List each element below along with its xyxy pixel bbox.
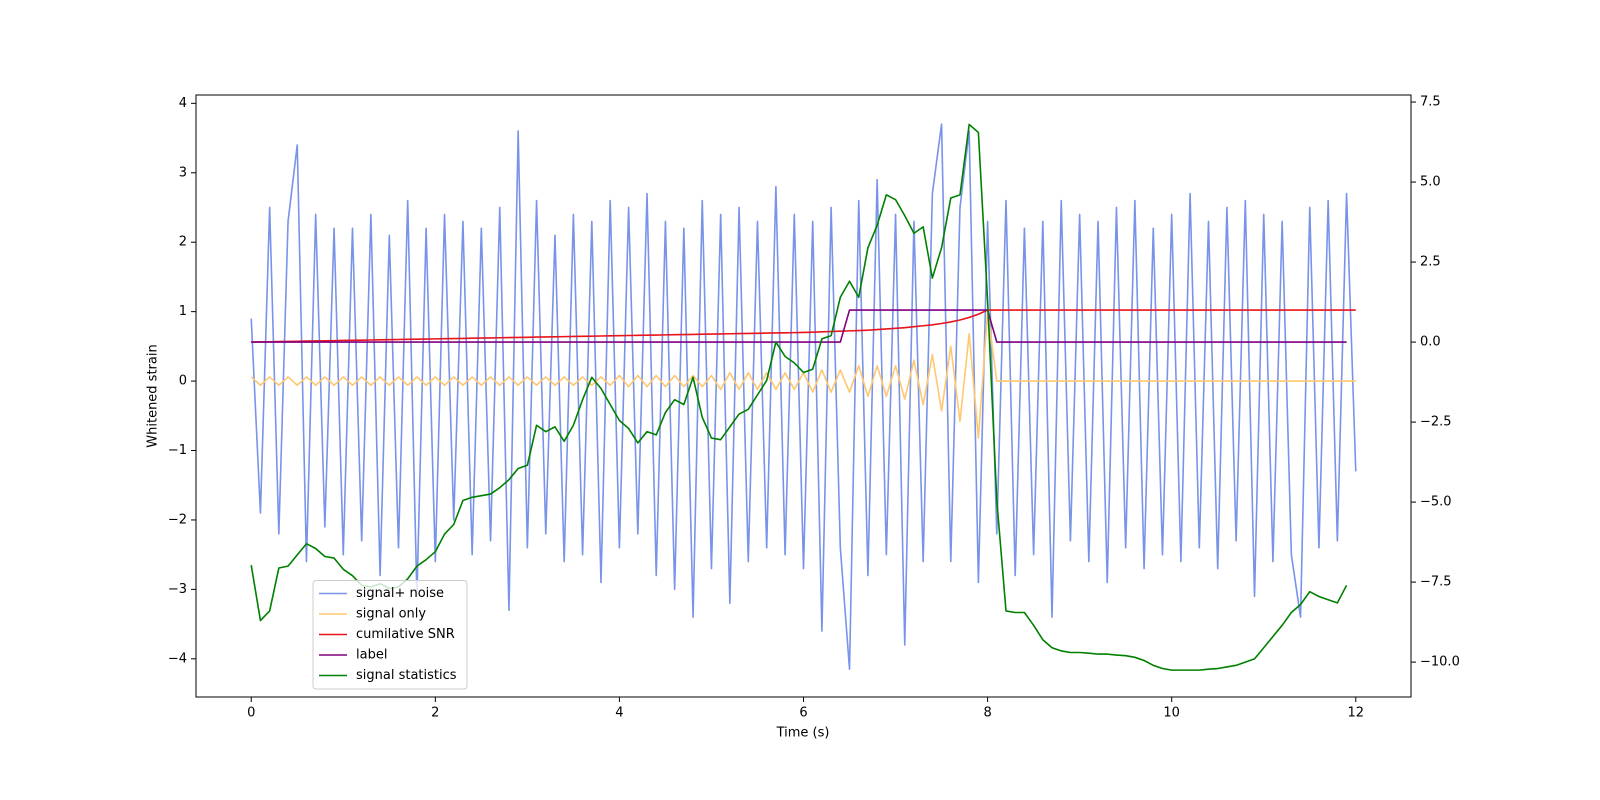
y2-tick-label: 7.5 xyxy=(1420,95,1441,110)
y-tick-label: 2 xyxy=(179,235,187,250)
y2-tick-label: −5.0 xyxy=(1420,495,1452,510)
y2-tick-label: −10.0 xyxy=(1420,655,1460,670)
series-line xyxy=(250,123,1357,671)
y2-tick-label: −2.5 xyxy=(1420,415,1452,430)
x-tick-label: 6 xyxy=(799,706,807,721)
y-tick-label: 4 xyxy=(179,96,187,111)
y-tick-label: 0 xyxy=(179,374,187,389)
legend-box xyxy=(312,580,468,690)
series-line xyxy=(250,310,1356,439)
y-tick-label: 3 xyxy=(179,165,187,180)
y-tick-label: 1 xyxy=(179,304,187,319)
y2-tick-label: −7.5 xyxy=(1420,575,1452,590)
y2-tick-label: 0.0 xyxy=(1420,335,1441,350)
x-tick-label: 4 xyxy=(615,706,623,721)
y-tick-label: −4 xyxy=(168,651,187,666)
x-tick-label: 8 xyxy=(983,706,991,721)
legend-label: signal+ noise xyxy=(356,586,444,601)
x-tick-label: 10 xyxy=(1163,706,1180,721)
legend-label: cumilative SNR xyxy=(356,627,455,642)
y-tick-label: −3 xyxy=(168,582,187,597)
y2-tick-label: 5.0 xyxy=(1420,175,1441,190)
y-tick-label: −2 xyxy=(168,512,187,527)
legend-label: signal only xyxy=(356,607,426,622)
x-tick-label: 2 xyxy=(431,706,439,721)
x-tick-label: 0 xyxy=(247,706,255,721)
series-line xyxy=(251,309,1347,343)
x-tick-label: 12 xyxy=(1347,706,1364,721)
series-line xyxy=(251,309,1356,343)
y-axis-label: Whitened strain xyxy=(146,344,161,447)
legend-label: signal statistics xyxy=(356,668,457,683)
y-tick-label: −1 xyxy=(168,443,187,458)
y2-tick-label: 2.5 xyxy=(1420,255,1441,270)
legend-label: label xyxy=(356,648,387,663)
series-line xyxy=(250,123,1348,671)
x-axis-label: Time (s) xyxy=(776,726,830,741)
